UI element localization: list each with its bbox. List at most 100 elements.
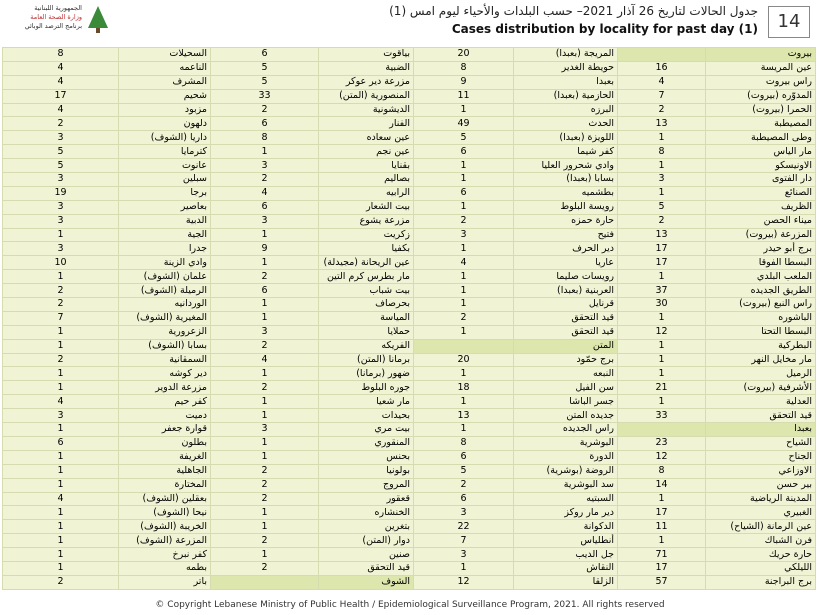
case-count: 19 (2, 185, 119, 201)
case-count: 4 (617, 74, 706, 90)
case-count: 7 (617, 88, 706, 104)
case-count: 1 (617, 394, 706, 410)
locality: الرميل (705, 366, 816, 382)
case-count: 2 (2, 116, 119, 132)
header: الجمهورية اللبنانية وزارة الصحة العامة ب… (0, 0, 820, 46)
case-count: 17 (617, 241, 706, 257)
locality: كفر نبرخ (118, 547, 211, 562)
table-row: 6 بطلون 1 المنقوري 8 البوشرية 23 الشياح (2, 435, 816, 451)
locality: سن الفيل (513, 380, 618, 396)
locality: الشياح (705, 435, 816, 451)
case-count: 2 (210, 338, 319, 354)
case-count: 3 (210, 324, 319, 340)
table-row: 1 علمان (الشوف) 2 مار بطرس كرم التين 1 رويسات… (2, 269, 816, 285)
table-row: 1 قوارة جعفر 3 بيت مري 1 راس الجديده بعبدا (2, 422, 816, 437)
case-count: 1 (617, 533, 706, 549)
case-count: 2 (210, 463, 319, 479)
locality: مار الياس (705, 144, 816, 160)
case-count: 22 (413, 519, 514, 535)
locality: الزعرورية (118, 324, 211, 340)
case-count: 2 (413, 310, 514, 326)
table-row: 5 كترمايا 1 عين نجم 6 كفر شيما 8 مار الياس (2, 144, 816, 160)
locality: بعقلين (الشوف) (118, 491, 211, 507)
case-count: 1 (2, 269, 119, 285)
case-count: 1 (617, 366, 706, 382)
locality: زكريت (318, 227, 414, 243)
title-english: Cases distribution by locality for past … (451, 22, 758, 36)
locality: بيت مري (318, 422, 414, 437)
locality: جديده المتن (513, 408, 618, 424)
case-count: 1 (2, 338, 119, 354)
case-count: 3 (210, 213, 319, 229)
case-count: 1 (413, 269, 514, 285)
case-count: 3 (2, 172, 119, 187)
case-count: 1 (210, 505, 319, 521)
table-row: 1 نيحا (الشوف) 1 الخنشاره 3 دير مار روكز 17 الغ… (2, 505, 816, 521)
case-count: 2 (2, 297, 119, 312)
locality: عين المريسة (705, 60, 816, 76)
locality: بطلون (118, 435, 211, 451)
table-row: 4 الناعمه 5 الضبية 8 حويطة الغدير 16 عين المريس… (2, 60, 816, 76)
case-count: 13 (413, 408, 514, 424)
case-count: 9 (413, 74, 514, 90)
table-row: 1 الجاهلية 2 بولونيا 5 الروضة (بوشرية) 8 الاوزا… (2, 463, 816, 479)
case-count: 1 (2, 463, 119, 479)
locality: المروج (318, 477, 414, 493)
table-row: 4 المشرف 5 مزرعة دير عوكر 9 بعبدا 4 راس بيروت (2, 74, 816, 90)
locality: الحمرا (بيروت) (705, 102, 816, 118)
locality: الأشرفية (بيروت) (705, 380, 816, 396)
page-number: 14 (768, 6, 810, 38)
case-count: 5 (210, 74, 319, 90)
locality: عين سعاده (318, 130, 414, 146)
case-count: 8 (617, 463, 706, 479)
locality: السحيلات (118, 47, 211, 62)
locality: الدبية (118, 213, 211, 229)
locality: البرزه (513, 102, 618, 118)
locality: الحدث (513, 116, 618, 132)
locality: المشرف (118, 74, 211, 90)
locality: اللويزة (بعبدا) (513, 130, 618, 146)
case-count: 12 (617, 324, 706, 340)
locality: السمقانية (118, 352, 211, 368)
case-count: 6 (210, 47, 319, 62)
locality: برج البراجنة (705, 574, 816, 590)
table-row: 1 مزرعة الدوير 2 جوره البلوط 18 سن الفيل 21 الأ… (2, 380, 816, 396)
locality: بطشميه (513, 185, 618, 201)
case-count: 6 (413, 185, 514, 201)
case-count (617, 47, 706, 62)
logo: الجمهورية اللبنانية وزارة الصحة العامة ب… (4, 4, 114, 44)
locality: وادي شحرور العليا (513, 158, 618, 174)
case-count: 1 (210, 408, 319, 424)
locality: البوشرية (513, 435, 618, 451)
locality: الغبيري (705, 505, 816, 521)
locality: داريا (الشوف) (118, 130, 211, 146)
case-count: 3 (2, 408, 119, 424)
locality: الشوف (318, 574, 414, 590)
locality: بيت الشعار (318, 199, 414, 215)
locality: بسابا (بعبدا) (513, 172, 618, 187)
case-count: 8 (413, 435, 514, 451)
locality: كفر حيم (118, 394, 211, 410)
locality: قيد التحقق (513, 310, 618, 326)
locality: الغريفة (118, 449, 211, 465)
case-count: 5 (210, 60, 319, 76)
case-count: 4 (2, 74, 119, 90)
case-count: 1 (210, 449, 319, 465)
case-count: 3 (2, 130, 119, 146)
locality: دميت (118, 408, 211, 424)
table-row: 10 وادي الزينة 1 عين الريحانة (مجيدلة) 4 عاري… (2, 255, 816, 271)
case-count: 1 (413, 241, 514, 257)
locality: بير حسن (705, 477, 816, 493)
locality: البطركية (705, 338, 816, 354)
locality: الزلقا (513, 574, 618, 590)
case-count: 1 (413, 324, 514, 340)
locality: دير مار روكز (513, 505, 618, 521)
case-count: 11 (413, 88, 514, 104)
table-row: 5 عانوت 3 بقنايا 1 وادي شحرور العليا 1 الاونيسك… (2, 158, 816, 174)
case-count: 13 (617, 116, 706, 132)
locality: بيروت (705, 47, 816, 62)
locality: المختارة (118, 477, 211, 493)
locality: الاوزاعي (705, 463, 816, 479)
table-row: 3 بعاصير 6 بيت الشعار 1 رويسة البلوط 5 الظريف (2, 199, 816, 215)
case-count: 23 (617, 435, 706, 451)
